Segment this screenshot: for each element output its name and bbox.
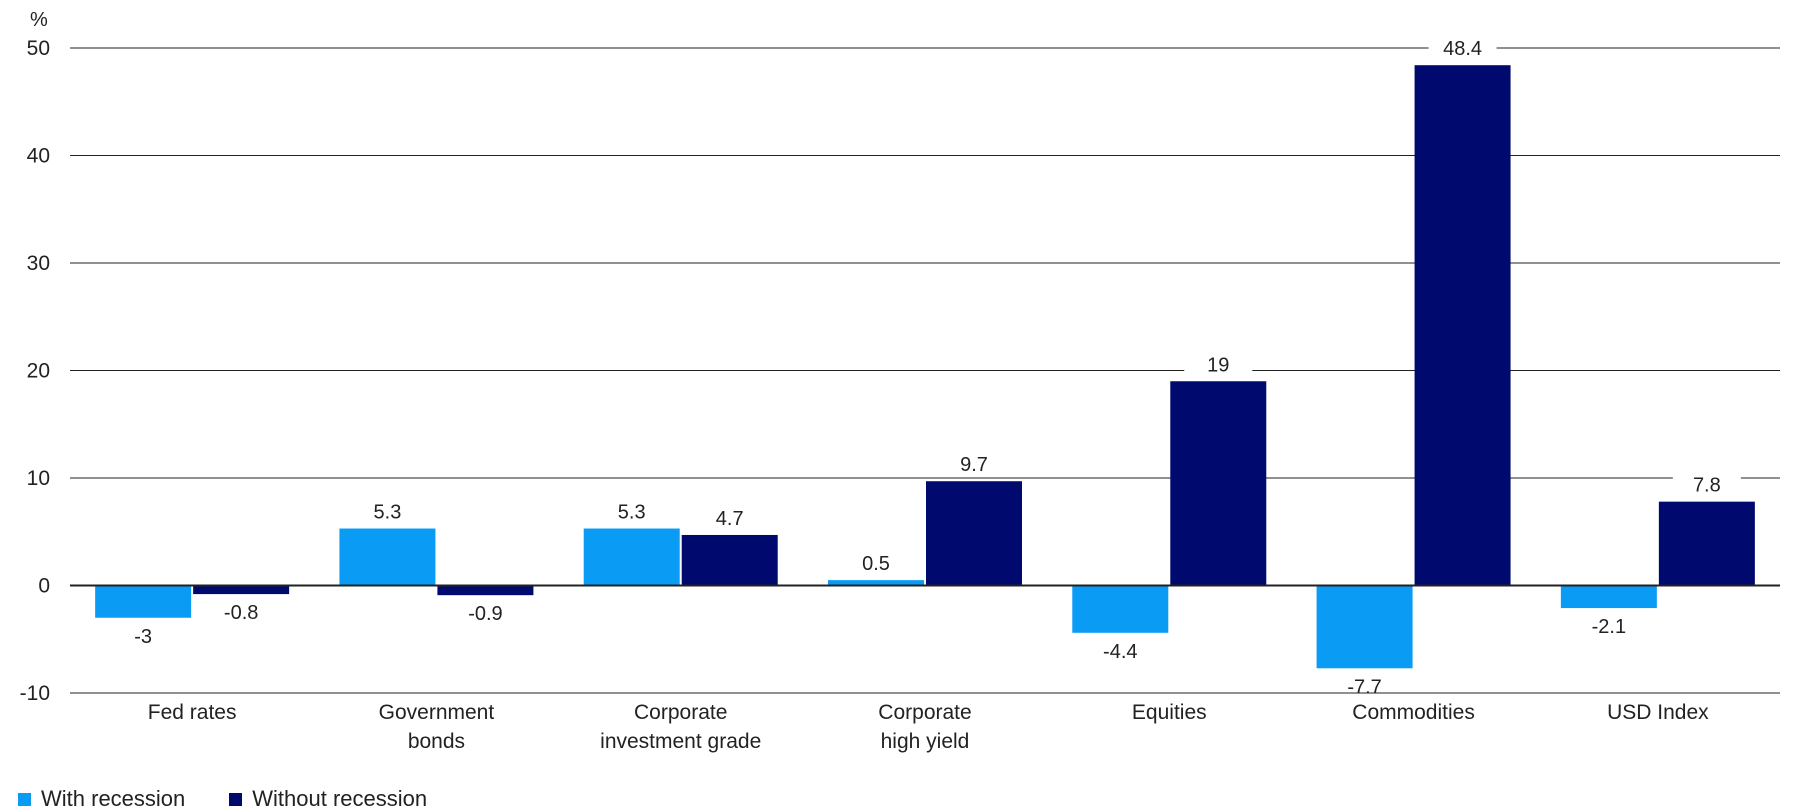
y-unit-label: %: [30, 9, 48, 31]
data-label: 48.4: [1443, 38, 1482, 60]
data-label: -3: [134, 626, 152, 648]
bar: [1414, 65, 1511, 586]
bar: [193, 585, 290, 595]
y-tick-label: 10: [27, 467, 50, 490]
data-label: -0.9: [468, 603, 502, 625]
legend-item-with-recession: With recession: [18, 786, 185, 812]
data-label: 19: [1207, 354, 1229, 376]
y-tick-label: -10: [20, 682, 50, 705]
data-label-bg: [597, 498, 666, 525]
data-label: 5.3: [374, 502, 402, 524]
data-label: 0.5: [862, 553, 890, 575]
bar: [1170, 381, 1267, 586]
data-label: -4.4: [1103, 641, 1137, 663]
bar: [437, 585, 534, 596]
data-label-bg: [842, 550, 910, 577]
data-label: 4.7: [716, 508, 744, 530]
y-tick-label: 40: [27, 145, 50, 168]
bar: [926, 481, 1022, 586]
y-tick-label: 20: [27, 360, 50, 383]
category-label: high yield: [881, 730, 970, 753]
category-label: Equities: [1132, 701, 1207, 724]
data-label-bg: [940, 451, 1008, 478]
bar: [583, 528, 680, 586]
data-labels: -3 -0.8 5.3 -0.9 5.3 4.7 0.5 9.7 -4.4 19 -7.7 48.4 -…: [134, 35, 1741, 698]
bar: [1658, 501, 1755, 586]
data-label-bg: [1672, 471, 1741, 498]
y-tick-label: 50: [27, 37, 50, 60]
legend-item-without-recession: Without recession: [229, 786, 427, 812]
data-label-bg: [695, 504, 764, 531]
bar: [828, 580, 924, 586]
data-label: 9.7: [960, 454, 988, 476]
bar: [95, 585, 192, 618]
gridlines: [70, 47, 1780, 694]
y-tick-label: 0: [38, 575, 50, 598]
legend-label-with-recession: With recession: [41, 786, 186, 811]
y-tick-labels: -10 0 10 20 30 40 50: [20, 37, 50, 705]
data-label-bg: [1428, 35, 1497, 62]
data-label-bg: [353, 498, 422, 525]
legend-swatch-with-recession: [18, 792, 31, 806]
bar-chart: % -10 0 10 20 30 40 50 -3 -0.8 5.3 -0.9 5.3 4.7 0.5 9…: [20, 9, 1780, 753]
category-label: Commodities: [1352, 701, 1475, 724]
bar: [681, 534, 778, 586]
y-tick-label: 30: [27, 252, 50, 275]
category-label: USD Index: [1607, 701, 1709, 724]
category-label: Government: [379, 701, 495, 724]
data-label: 5.3: [618, 502, 646, 524]
category-label: bonds: [408, 730, 465, 753]
legend-swatch-without-recession: [229, 792, 243, 806]
bar: [339, 528, 436, 586]
data-label: -2.1: [1592, 616, 1626, 638]
legend: With recession Without recession: [18, 786, 427, 812]
category-label: Corporate: [634, 701, 727, 724]
bar: [1560, 585, 1657, 609]
data-label: 7.8: [1693, 475, 1721, 497]
category-label: Fed rates: [148, 701, 237, 724]
category-label: Corporate: [878, 701, 971, 724]
category-label: investment grade: [600, 730, 761, 753]
data-label: -0.8: [224, 602, 258, 624]
category-labels: Fed rates Government bonds Corporate investm…: [148, 701, 1709, 753]
data-label-bg: [1184, 351, 1253, 378]
data-label: -7.7: [1347, 676, 1381, 698]
legend-label-without-recession: Without recession: [252, 786, 428, 811]
bar: [1072, 585, 1169, 633]
bar: [1316, 585, 1413, 669]
bars: [95, 65, 1755, 669]
